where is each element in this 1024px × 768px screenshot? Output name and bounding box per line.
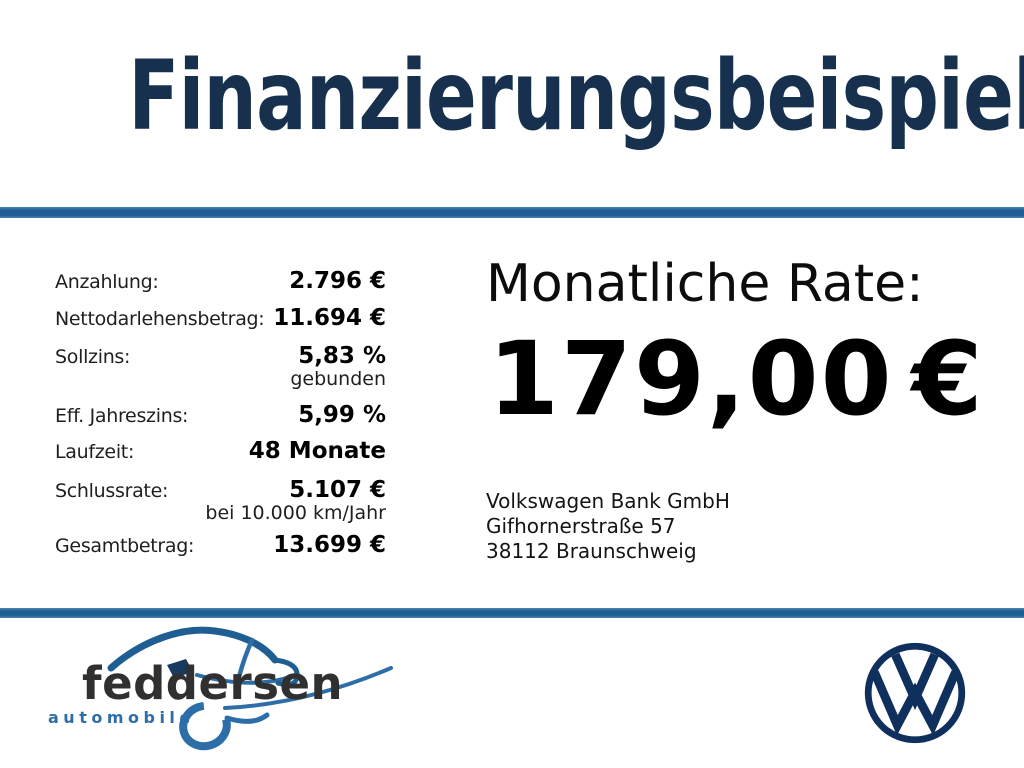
finance-row-gesamtbetrag: Gesamtbetrag: 13.699 € [55, 532, 386, 559]
divider-top [0, 207, 1024, 218]
car-sketch-icon [107, 626, 393, 751]
volkswagen-logo-icon [864, 642, 966, 744]
finance-label: Sollzins: [55, 346, 131, 368]
finance-label: Laufzeit: [55, 441, 135, 463]
bank-name: Volkswagen Bank GmbH [486, 489, 730, 513]
finance-value: 5,83 % [298, 343, 386, 369]
bank-street: Gifhornerstraße 57 [486, 514, 676, 538]
finance-row-eff-jahreszins: Eff. Jahreszins: 5,99 % [55, 402, 386, 429]
finance-row-nettodarlehensbetrag: Nettodarlehensbetrag: 11.694 € [55, 305, 386, 332]
finance-value: 13.699 € [273, 532, 386, 558]
header: Finanzierungsbeispiel [0, 42, 1024, 150]
monthly-rate-amount: 179,00 € [488, 324, 985, 436]
finance-value: 5,99 % [298, 402, 386, 428]
bank-city: 38112 Braunschweig [486, 539, 697, 563]
finance-value: 11.694 € [273, 305, 386, 331]
currency-symbol: € [911, 320, 985, 439]
finance-note-gebunden: gebunden [290, 368, 386, 390]
finance-row-sollzins: Sollzins: 5,83 % [55, 343, 386, 370]
finance-label: Anzahlung: [55, 271, 159, 293]
finance-table: Anzahlung: 2.796 € Nettodarlehensbetrag:… [55, 0, 386, 600]
monthly-rate-label: Monatliche Rate: [486, 254, 924, 314]
finance-row-schlussrate: Schlussrate: 5.107 € [55, 477, 386, 504]
finance-value: 2.796 € [289, 268, 386, 294]
finance-row-anzahlung: Anzahlung: 2.796 € [55, 268, 386, 295]
monthly-rate-value: 179,00 [488, 320, 894, 439]
divider-bottom [0, 608, 1024, 618]
finance-label: Nettodarlehensbetrag: [55, 308, 265, 330]
bank-address: Volkswagen Bank GmbH Gifhornerstraße 57 … [486, 489, 730, 564]
dealer-logo: feddersen automobile [45, 620, 405, 768]
finance-label: Eff. Jahreszins: [55, 405, 189, 427]
dealer-subtitle: automobile [48, 708, 195, 727]
finance-row-laufzeit: Laufzeit: 48 Monate [55, 438, 386, 465]
finance-value: 48 Monate [248, 438, 386, 464]
finance-value: 5.107 € [289, 477, 386, 503]
finance-note-km-jahr: bei 10.000 km/Jahr [205, 502, 386, 524]
finance-label: Schlussrate: [55, 480, 169, 502]
page-title: Finanzierungsbeispiel [128, 40, 1024, 152]
finance-label: Gesamtbetrag: [55, 535, 195, 557]
dealer-name: feddersen [82, 657, 344, 710]
